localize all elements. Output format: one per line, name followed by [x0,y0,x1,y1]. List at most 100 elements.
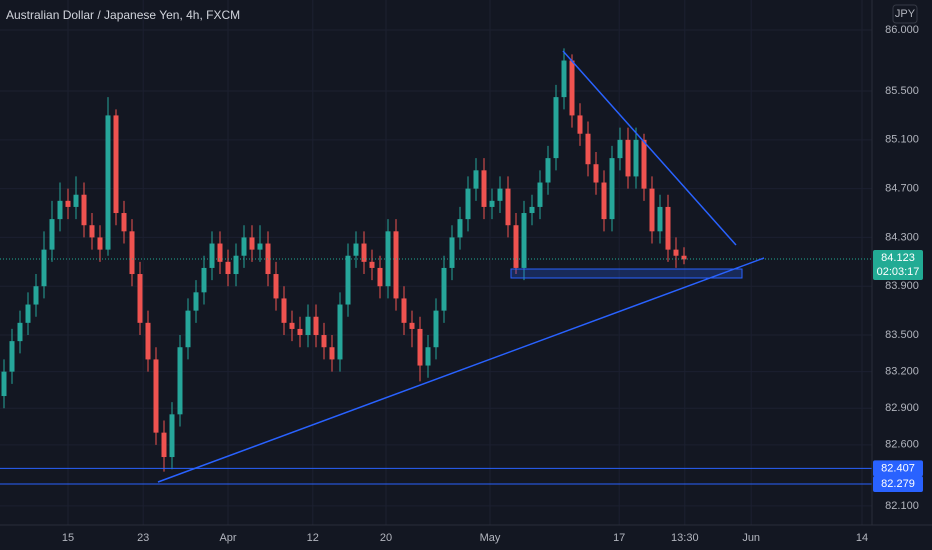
y-tick-label: 85.100 [885,134,919,146]
candle-body [409,322,415,329]
candle-body [617,139,623,159]
candle-body [137,274,143,323]
candle-body [593,164,599,183]
candle-body [225,261,231,275]
candle-body [641,139,647,189]
candle-body [657,206,663,232]
currency-badge[interactable] [892,4,918,24]
candle-body [489,200,495,207]
candle-body [601,182,607,220]
candle-body [473,170,479,189]
x-tick-label: 12 [307,532,319,544]
last-price-label: 84.123 [881,252,915,264]
candle-body [265,243,271,275]
candle-body [105,115,111,250]
x-tick-label: Jun [742,532,760,544]
x-tick-label: 20 [380,532,392,544]
candle-body [609,158,615,220]
candle-body [329,347,335,360]
last-price-bg [873,250,923,281]
candle-body [545,158,551,183]
candle-body [289,322,295,329]
candle-body [625,139,631,177]
candle-body [577,115,583,134]
candle-body [273,274,279,299]
candle-body [17,322,23,342]
axis-labels: 86.000 85.500 85.100 84.700 84.300 83.900 83.5… [62,24,923,544]
candle-body [553,97,559,159]
y-tick-label: 82.600 [885,439,919,451]
candle-body [73,194,79,207]
y-tick-label: 82.100 [885,500,919,512]
candle-body [385,231,391,287]
x-tick-label: May [480,532,501,544]
candle-body [1,371,7,397]
price-label-bg [873,460,923,477]
y-tick-label: 84.300 [885,231,919,243]
candle-body [129,231,135,275]
candle-body [433,310,439,348]
candle-body [241,237,247,256]
candle-body [425,347,431,366]
candle-body [281,298,287,323]
candle-body [665,206,671,250]
candle-body [529,206,535,214]
candle-body [569,60,575,116]
candle-body [449,237,455,268]
candle-body [649,188,655,232]
x-tick-label: 15 [62,532,74,544]
candle-body [169,414,175,458]
y-tick-label: 83.900 [885,280,919,292]
candle-body [297,328,303,336]
candle-body [249,237,255,250]
candle-body [49,219,55,250]
x-tick-label: 14 [856,532,868,544]
candle-body [257,243,263,250]
y-tick-label: 84.700 [885,183,919,195]
candle-body [9,341,15,372]
candle-body [89,225,95,238]
candle-body [193,292,199,311]
candle-body [145,322,151,360]
candle-body [561,60,567,98]
candle-body [481,170,487,207]
candle-body [161,432,167,458]
x-tick-label: Apr [219,532,236,544]
price-label: 82.279 [881,478,915,490]
candle-body [497,188,503,201]
plot [0,48,872,485]
candle-body [233,255,239,275]
candle-body [313,316,319,336]
candle-body [633,139,639,177]
candle-body [457,219,463,238]
candle-body [209,243,215,268]
candle-body [321,335,327,348]
candle-body [353,243,359,256]
currency: JPY [895,8,916,20]
grid [0,0,872,525]
candle-body [345,255,351,305]
chart-title: Australian Dollar / Japanese Yen, 4h, FX… [6,8,240,22]
candle-body [177,347,183,415]
candle-body [305,316,311,336]
candle-body [505,188,511,226]
candle-body [185,310,191,348]
candle-body [25,304,31,323]
candle-body [513,225,519,268]
candle-body [401,298,407,323]
x-tick-label: 17 [613,532,625,544]
candle-body [465,188,471,220]
candle-body [377,267,383,287]
candle-body [521,213,527,268]
candle-body [361,243,367,262]
candle-body [201,267,207,293]
support-zone [510,268,743,279]
y-tick-label: 85.500 [885,85,919,97]
candle-body [97,237,103,250]
candle-body [217,243,223,262]
candle-body [57,200,63,220]
y-tick-label: 82.900 [885,402,919,414]
